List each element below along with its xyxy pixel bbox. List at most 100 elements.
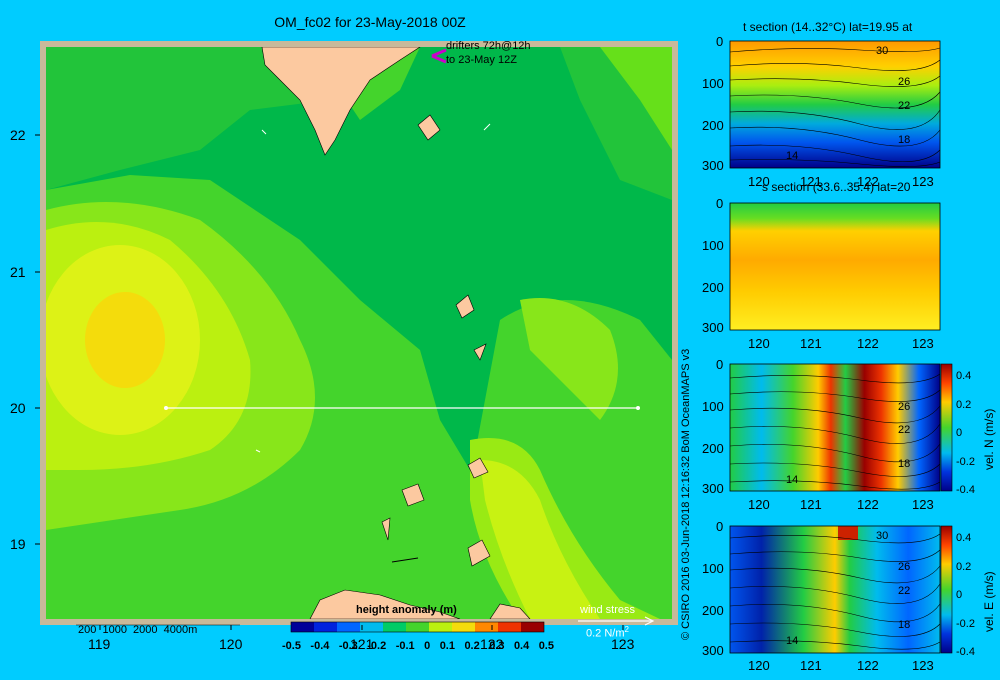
contour-label: 14 bbox=[786, 474, 799, 486]
contour-label: 18 bbox=[898, 134, 911, 146]
drifter-legend-arrow bbox=[431, 48, 447, 64]
colorbar-ticks: -0.5 -0.4 -0.3 -0.2 -0.1 0 0.1 0.2 0.3 0… bbox=[282, 640, 554, 652]
taiwan-land bbox=[261, 47, 421, 156]
map-y-tick: 19 bbox=[10, 536, 26, 552]
panel-y-tick: 300 bbox=[702, 320, 724, 335]
height-band-0 bbox=[46, 47, 340, 190]
contour-label: 26 bbox=[898, 76, 911, 88]
contour-label: 30 bbox=[876, 45, 889, 57]
vel-n-label: vel. N (m/s) bbox=[982, 408, 996, 470]
vel-cbar-tick: -0.2 bbox=[956, 618, 975, 630]
panel-y-tick: 100 bbox=[702, 561, 724, 576]
s-section-title: s section (33.6..35.4) lat=20 bbox=[762, 180, 911, 194]
colorbar-tick: 0.5 bbox=[538, 640, 554, 652]
vel-cbar-tick: 0.4 bbox=[956, 370, 972, 382]
map-y-tick: 21 bbox=[10, 264, 26, 280]
contour-label: 22 bbox=[898, 585, 911, 597]
page-title: OM_fc02 for 23-May-2018 00Z bbox=[274, 14, 466, 30]
colorbar-title: height anomaly (m) bbox=[356, 604, 457, 616]
wind-stress-exp: 2 bbox=[624, 625, 629, 634]
panel-x-tick: 121 bbox=[800, 658, 822, 673]
vel-e-label: vel. E (m/s) bbox=[982, 571, 996, 632]
contour-label: 14 bbox=[786, 635, 799, 647]
colorbar-tick: 0.4 bbox=[513, 640, 530, 652]
colorbar-tick: -0.1 bbox=[395, 640, 415, 652]
contour-label: 26 bbox=[898, 401, 911, 413]
panel-x-tick: 122 bbox=[857, 174, 879, 189]
panel-x-tick: 123 bbox=[912, 336, 934, 351]
colorbar-tick: -0.5 bbox=[282, 640, 301, 652]
map-x-tick: 120 bbox=[219, 636, 243, 652]
vel-cbar-tick: -0.4 bbox=[956, 484, 975, 496]
colorbar-tick: 0.1 bbox=[439, 640, 455, 652]
panel-y-tick: 300 bbox=[702, 643, 724, 658]
map-x-tick: 119 bbox=[88, 636, 111, 652]
drifters-label: drifters 72h@12h bbox=[446, 40, 531, 52]
panel-y-tick: 100 bbox=[702, 399, 724, 414]
panel-y-tick: 100 bbox=[702, 76, 724, 91]
colorbar-tick: -0.3 bbox=[338, 640, 358, 652]
panel-x-tick: 122 bbox=[857, 497, 879, 512]
wind-stress-value: 0.2 N/m2 bbox=[586, 625, 629, 640]
panel-y-tick: 0 bbox=[716, 196, 724, 211]
panel-y-tick: 200 bbox=[702, 441, 724, 456]
map-x-tick: 123 bbox=[611, 636, 635, 652]
colorbar-tick: 0.3 bbox=[489, 640, 505, 652]
panel-x-tick: 121 bbox=[800, 336, 822, 351]
contour-label: 22 bbox=[898, 424, 911, 436]
colorbar-tick: -0.4 bbox=[310, 640, 330, 652]
colorbar-tick: 0.2 bbox=[464, 640, 480, 652]
panel-y-tick: 200 bbox=[702, 280, 724, 295]
panel-x-tick: 121 bbox=[800, 174, 822, 189]
contour-label: 22 bbox=[898, 100, 911, 112]
panel-x-tick: 120 bbox=[748, 497, 770, 512]
vel-e-colorbar bbox=[940, 525, 953, 654]
panel-x-tick: 122 bbox=[857, 658, 879, 673]
panel-x-tick: 123 bbox=[912, 497, 934, 512]
panel-x-tick: 120 bbox=[748, 174, 770, 189]
vel-e-panel bbox=[729, 525, 953, 654]
map-x-tick: 122 bbox=[480, 636, 504, 652]
t-section-panel bbox=[729, 40, 941, 169]
panel-y-tick: 0 bbox=[716, 357, 724, 372]
panel-y-tick: 200 bbox=[702, 603, 724, 618]
contour-label: 26 bbox=[898, 561, 911, 573]
colorbar-tick: 0 bbox=[424, 640, 431, 652]
map-y-tick: 22 bbox=[10, 127, 26, 143]
luzon-land bbox=[309, 589, 461, 619]
panel-y-tick: 300 bbox=[702, 481, 724, 496]
panel-x-tick: 123 bbox=[912, 174, 934, 189]
vel-n-colorbar bbox=[940, 363, 953, 492]
wind-stress-value-text: 0.2 N/m bbox=[586, 627, 625, 640]
wind-stress-label: wind stress bbox=[580, 604, 636, 616]
panel-x-tick: 123 bbox=[912, 658, 934, 673]
vel-cbar-tick: 0 bbox=[956, 589, 963, 601]
panel-x-tick: 120 bbox=[748, 336, 770, 351]
panel-y-tick: 0 bbox=[716, 34, 724, 49]
contour-label: 18 bbox=[898, 458, 911, 470]
vel-cbar-tick: -0.4 bbox=[956, 646, 975, 658]
contour-label: 30 bbox=[876, 530, 889, 542]
t-section-title: t section (14..32°C) lat=19.95 at bbox=[743, 20, 913, 34]
panel-y-tick: 0 bbox=[716, 519, 724, 534]
vel-cbar-tick: -0.2 bbox=[956, 456, 975, 468]
contour-label: 18 bbox=[898, 619, 911, 631]
panel-y-tick: 300 bbox=[702, 158, 724, 173]
panel-x-tick: 120 bbox=[748, 658, 770, 673]
drifters-label: to 23-May 12Z bbox=[446, 54, 517, 66]
vel-cbar-tick: 0.4 bbox=[956, 532, 972, 544]
panel-x-tick: 121 bbox=[800, 497, 822, 512]
vel-cbar-tick: 0.2 bbox=[956, 561, 972, 573]
panel-x-tick: 122 bbox=[857, 336, 879, 351]
vel-n-panel bbox=[729, 363, 953, 492]
contour-label: 14 bbox=[786, 150, 799, 162]
s-section-panel bbox=[729, 202, 941, 331]
height-colorbar bbox=[290, 621, 545, 633]
map-y-tick: 20 bbox=[10, 400, 26, 416]
colorbar-tick: -0.2 bbox=[367, 640, 387, 652]
vel-cbar-tick: 0 bbox=[956, 427, 963, 439]
panel-y-tick: 100 bbox=[702, 238, 724, 253]
vel-cbar-tick: 0.2 bbox=[956, 399, 972, 411]
